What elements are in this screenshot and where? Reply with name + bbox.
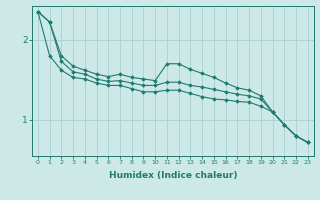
- X-axis label: Humidex (Indice chaleur): Humidex (Indice chaleur): [108, 171, 237, 180]
